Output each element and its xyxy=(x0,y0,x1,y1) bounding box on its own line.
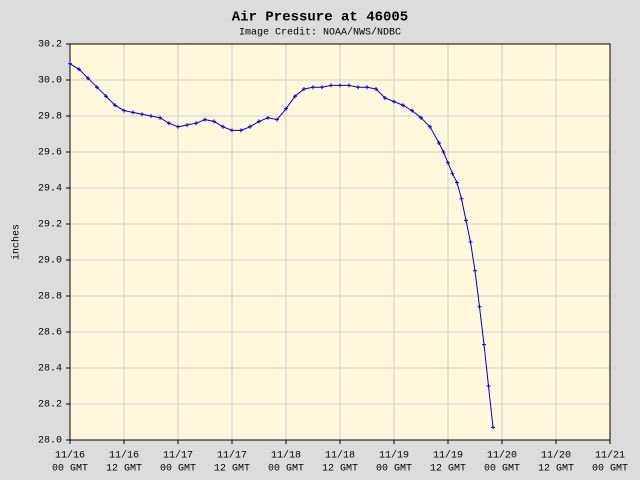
data-point xyxy=(446,160,450,165)
data-point xyxy=(401,103,405,108)
chart-title: Air Pressure at 46005 xyxy=(232,10,408,26)
x-tick-label: 11/20 xyxy=(487,450,517,462)
data-point xyxy=(140,112,144,117)
data-point xyxy=(122,108,126,113)
data-point xyxy=(477,304,482,309)
x-tick-label: 11/20 xyxy=(541,450,571,462)
x-tick-label: 12 GMT xyxy=(106,464,142,475)
data-point xyxy=(356,85,360,90)
data-point xyxy=(374,87,378,91)
data-point xyxy=(284,106,288,111)
y-tick-label: 28.4 xyxy=(38,364,62,375)
y-axis-label: inches xyxy=(11,224,23,260)
x-tick-label: 00 GMT xyxy=(160,464,196,475)
y-tick-label: 28.2 xyxy=(38,400,62,411)
y-tick-label: 28.6 xyxy=(38,328,62,339)
data-point xyxy=(221,124,225,129)
x-tick-label: 11/21 xyxy=(595,450,625,462)
data-point xyxy=(293,94,297,99)
data-point xyxy=(347,83,351,88)
data-point xyxy=(275,117,279,122)
x-tick-label: 00 GMT xyxy=(376,464,412,475)
x-tick-label: 11/17 xyxy=(163,450,193,462)
data-point xyxy=(185,123,189,127)
data-point xyxy=(176,124,180,129)
data-point xyxy=(149,114,153,118)
data-point xyxy=(311,85,315,90)
x-tick-label: 12 GMT xyxy=(214,464,250,475)
data-point xyxy=(450,171,455,176)
x-tick-label: 12 GMT xyxy=(430,464,466,475)
y-tick-label: 29.4 xyxy=(38,184,62,195)
y-tick-label: 30.0 xyxy=(38,76,62,87)
data-point xyxy=(468,240,473,244)
x-tick-label: 11/17 xyxy=(217,450,247,462)
data-point xyxy=(248,124,252,129)
data-point xyxy=(86,76,90,81)
plot-border xyxy=(69,43,611,441)
data-point xyxy=(113,103,117,108)
y-tick-label: 29.2 xyxy=(38,220,62,231)
data-point xyxy=(455,180,459,185)
x-tick-label: 12 GMT xyxy=(538,464,574,475)
data-point xyxy=(428,124,432,129)
data-point xyxy=(302,87,306,91)
y-tick-label: 29.6 xyxy=(38,148,62,159)
x-tick-label: 00 GMT xyxy=(592,464,628,475)
data-point xyxy=(365,85,369,90)
x-tick-label: 11/18 xyxy=(325,450,355,462)
data-point xyxy=(441,150,446,154)
x-tick-label: 00 GMT xyxy=(52,464,88,475)
data-point xyxy=(459,196,464,201)
data-point xyxy=(437,141,441,145)
data-point xyxy=(68,61,72,66)
data-point xyxy=(203,117,207,122)
data-point xyxy=(410,108,414,113)
y-tick-label: 28.0 xyxy=(38,436,62,447)
data-point xyxy=(392,99,396,104)
x-tick-label: 11/18 xyxy=(271,450,301,462)
data-point xyxy=(194,121,198,126)
data-point xyxy=(464,218,468,223)
data-point xyxy=(338,83,342,88)
data-point xyxy=(158,115,162,120)
data-point xyxy=(491,425,495,430)
data-point xyxy=(95,85,99,90)
y-tick-label: 29.8 xyxy=(38,112,62,123)
x-tick-label: 00 GMT xyxy=(268,464,304,475)
chart-subtitle: Image Credit: NOAA/NWS/NDBC xyxy=(239,27,401,39)
data-point xyxy=(486,384,491,388)
data-point xyxy=(383,96,387,100)
x-tick-label: 11/19 xyxy=(379,450,409,462)
data-point xyxy=(482,342,486,347)
x-tick-label: 11/19 xyxy=(433,450,463,462)
y-tick-label: 29.0 xyxy=(38,256,62,267)
data-point xyxy=(104,94,108,99)
data-point xyxy=(77,67,81,72)
x-tick-label: 00 GMT xyxy=(484,464,520,475)
x-tick-label: 11/16 xyxy=(55,450,85,462)
data-point xyxy=(266,115,270,120)
data-point xyxy=(212,119,216,124)
y-tick-label: 28.8 xyxy=(38,292,62,303)
data-point xyxy=(257,119,261,124)
data-point xyxy=(230,128,234,133)
data-point xyxy=(167,121,171,126)
x-tick-label: 11/16 xyxy=(109,450,139,462)
y-tick-label: 30.2 xyxy=(38,40,62,51)
data-point xyxy=(473,268,477,273)
data-point xyxy=(239,128,243,133)
data-point xyxy=(419,115,423,120)
data-point xyxy=(320,85,324,90)
data-point xyxy=(329,83,333,88)
x-tick-label: 12 GMT xyxy=(322,464,358,475)
data-point xyxy=(131,110,135,115)
